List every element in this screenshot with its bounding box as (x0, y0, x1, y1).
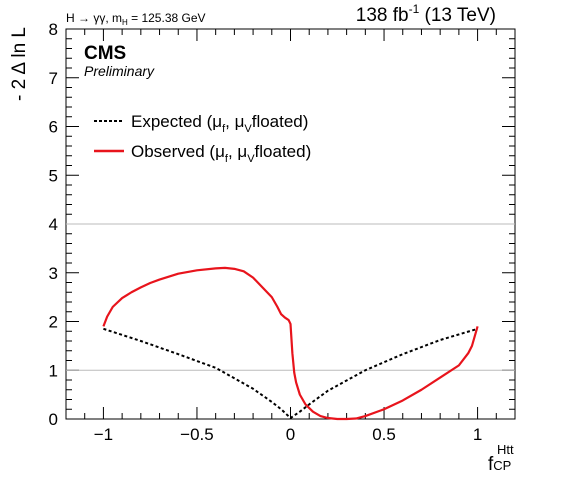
process-label: H → γγ, mH = 125.38 GeV (66, 11, 206, 27)
x-tick-label: 0.5 (372, 425, 396, 444)
y-tick-label: 2 (49, 313, 58, 332)
x-axis-title-superscript: Htt (497, 442, 514, 457)
y-tick-label: 8 (49, 20, 58, 39)
legend-expected-label: Expected (μf, μVfloated) (131, 112, 308, 135)
y-tick-label: 6 (49, 118, 58, 137)
status-label: Preliminary (84, 63, 155, 79)
expected-curve (103, 327, 478, 420)
x-tick-label: 1 (473, 425, 482, 444)
x-tick-label: 0 (286, 425, 295, 444)
legend-observed-label: Observed (μf, μVfloated) (131, 142, 311, 165)
y-tick-label: 4 (49, 215, 58, 234)
legend: Expected (μf, μVfloated) Observed (μf, μ… (94, 112, 311, 165)
luminosity-label: 138 fb-1 (13 TeV) (356, 2, 496, 26)
experiment-label: CMS (84, 43, 126, 64)
x-tick-label: −1 (94, 425, 113, 444)
observed-curve (102, 266, 479, 421)
y-tick-label: 7 (49, 69, 58, 88)
y-tick-label: 5 (49, 166, 58, 185)
y-tick-label: 1 (49, 361, 58, 380)
reference-lines (66, 223, 515, 371)
data-series (102, 266, 479, 421)
x-axis-title: fCP (488, 454, 511, 475)
y-tick-label: 3 (49, 264, 58, 283)
y-axis-title: - 2 Δ ln L (9, 27, 30, 101)
y-tick-label: 0 (49, 410, 58, 429)
x-tick-label: −0.5 (180, 425, 214, 444)
axis-ticks: −1 −0.5 0 0.5 1 0 1 2 3 4 5 6 7 8 (49, 20, 516, 444)
